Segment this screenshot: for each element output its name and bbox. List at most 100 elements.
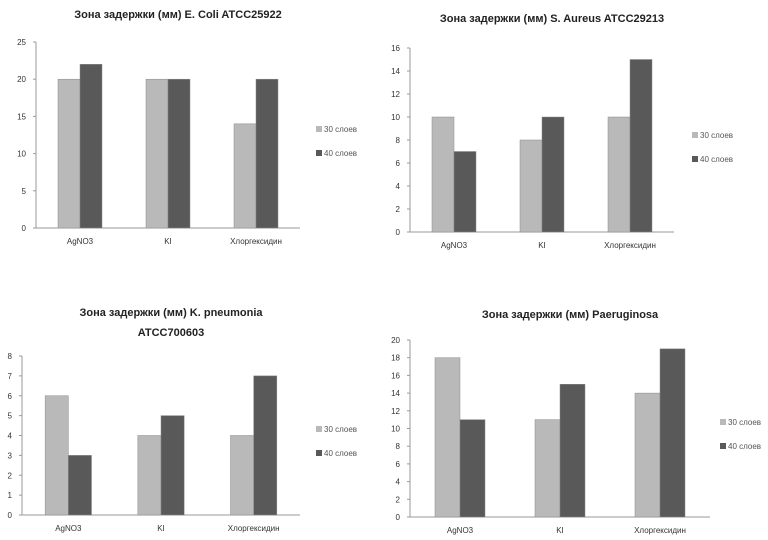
y-tick-label: 16 xyxy=(391,371,400,380)
legend-label: 40 слоев xyxy=(324,149,357,158)
legend-swatch xyxy=(720,443,726,449)
chart-title: Зона задержки (мм) Paeruginosa xyxy=(482,309,659,321)
legend-swatch xyxy=(316,450,322,456)
bar-30-1 xyxy=(534,419,561,518)
bar-chart-0: Зона задержки (мм) E. Coli ATCC25922 0 5 10… xyxy=(17,9,357,246)
chart-panel-saureus: Зона задержки (мм) S. Aureus ATCC29213 0 2… xyxy=(384,0,768,270)
y-tick-label: 0 xyxy=(396,513,401,522)
y-tick-label: 8 xyxy=(396,442,401,451)
x-category-label: Хлоргексидин xyxy=(634,526,686,535)
y-tick-label: 20 xyxy=(391,336,400,345)
chart-title: Зона задержки (мм) E. Coli ATCC25922 xyxy=(74,9,282,21)
legend-label: 40 слоев xyxy=(324,449,357,458)
legend-swatch xyxy=(692,156,698,162)
x-category-label: AgNO3 xyxy=(447,526,474,535)
bar-40-1 xyxy=(559,384,586,518)
y-tick-label: 5 xyxy=(22,187,27,196)
y-tick-label: 2 xyxy=(396,205,401,214)
y-tick-label: 7 xyxy=(8,372,13,381)
y-tick-label: 10 xyxy=(391,113,400,122)
bar-30-1 xyxy=(519,139,543,233)
bar-40-0 xyxy=(459,419,486,518)
bar-40-0 xyxy=(68,455,92,516)
y-tick-label: 0 xyxy=(22,224,27,233)
x-category-label: AgNO3 xyxy=(441,241,468,250)
x-category-label: AgNO3 xyxy=(55,524,82,533)
chart-panel-kpneumonia: Зона задержки (мм) K. pneumonia ATCC70060… xyxy=(0,270,384,540)
bar-40-1 xyxy=(160,415,185,516)
x-category-label: AgNO3 xyxy=(67,237,94,246)
y-tick-label: 4 xyxy=(8,432,13,441)
x-category-label: KI xyxy=(164,237,172,246)
y-tick-label: 12 xyxy=(391,407,400,416)
legend-swatch xyxy=(316,126,322,132)
x-category-label: KI xyxy=(556,526,564,535)
y-tick-label: 16 xyxy=(391,44,400,53)
y-tick-label: 8 xyxy=(8,352,13,361)
chart-title: Зона задержки (мм) K. pneumonia xyxy=(79,307,263,319)
y-tick-label: 10 xyxy=(391,425,400,434)
bar-40-1 xyxy=(541,116,565,233)
y-tick-label: 4 xyxy=(396,182,401,191)
bar-40-2 xyxy=(659,348,686,518)
y-tick-label: 18 xyxy=(391,354,400,363)
legend-label: 40 слоев xyxy=(700,155,733,164)
bar-chart-3: Зона задержки (мм) Paeruginosa 0 2 4 6 8 10 12 1… xyxy=(391,309,761,535)
bar-30-0 xyxy=(44,395,69,516)
bar-chart-1: Зона задержки (мм) S. Aureus ATCC29213 0 2… xyxy=(391,13,733,250)
y-tick-label: 2 xyxy=(396,495,401,504)
x-category-label: Хлоргексидин xyxy=(230,237,282,246)
legend-label: 30 слоев xyxy=(728,418,761,427)
chart-panel-ecoli: Зона задержки (мм) E. Coli ATCC25922 0 5 10… xyxy=(0,0,384,270)
chart-title: Зона задержки (мм) S. Aureus ATCC29213 xyxy=(440,13,664,25)
legend-label: 30 слоев xyxy=(324,425,357,434)
bar-chart-2: Зона задержки (мм) K. pneumonia ATCC70060… xyxy=(8,307,357,533)
y-tick-label: 2 xyxy=(8,471,13,480)
legend-swatch xyxy=(720,419,726,425)
y-tick-label: 5 xyxy=(8,412,13,421)
legend-label: 30 слоев xyxy=(324,125,357,134)
x-category-label: Хлоргексидин xyxy=(228,524,280,533)
bar-30-2 xyxy=(607,116,631,233)
bar-40-0 xyxy=(79,64,103,229)
y-tick-label: 14 xyxy=(391,389,400,398)
legend-label: 30 слоев xyxy=(700,131,733,140)
y-tick-label: 4 xyxy=(396,478,401,487)
chart-title: ATCC700603 xyxy=(138,327,204,339)
x-category-label: KI xyxy=(157,524,165,533)
y-tick-label: 0 xyxy=(396,228,401,237)
bar-30-2 xyxy=(634,392,661,518)
bar-40-1 xyxy=(167,78,191,229)
y-tick-label: 14 xyxy=(391,67,400,76)
y-tick-label: 6 xyxy=(396,460,401,469)
y-tick-label: 3 xyxy=(8,451,13,460)
bar-40-0 xyxy=(453,151,477,233)
y-tick-label: 10 xyxy=(17,150,26,159)
legend-label: 40 слоев xyxy=(728,442,761,451)
y-tick-label: 15 xyxy=(17,112,26,121)
y-tick-label: 20 xyxy=(17,75,26,84)
legend-swatch xyxy=(316,150,322,156)
bar-40-2 xyxy=(255,78,279,229)
bar-30-0 xyxy=(431,116,455,233)
y-tick-label: 8 xyxy=(396,136,401,145)
y-tick-label: 6 xyxy=(396,159,401,168)
x-category-label: KI xyxy=(538,241,546,250)
legend-swatch xyxy=(692,132,698,138)
chart-panel-paeruginosa: Зона задержки (мм) Paeruginosa 0 2 4 6 8 10 12 1… xyxy=(384,270,768,540)
legend-swatch xyxy=(316,426,322,432)
y-tick-label: 12 xyxy=(391,90,400,99)
y-tick-label: 1 xyxy=(8,491,13,500)
bar-30-1 xyxy=(145,78,169,229)
y-tick-label: 25 xyxy=(17,38,26,47)
bar-40-2 xyxy=(253,375,278,516)
y-tick-label: 6 xyxy=(8,392,13,401)
bar-30-2 xyxy=(230,435,254,516)
bar-30-0 xyxy=(434,357,461,518)
bar-30-0 xyxy=(57,78,81,229)
bar-30-1 xyxy=(137,435,162,516)
bar-30-2 xyxy=(233,123,257,229)
bar-40-2 xyxy=(629,59,653,233)
x-category-label: Хлоргексидин xyxy=(604,241,656,250)
